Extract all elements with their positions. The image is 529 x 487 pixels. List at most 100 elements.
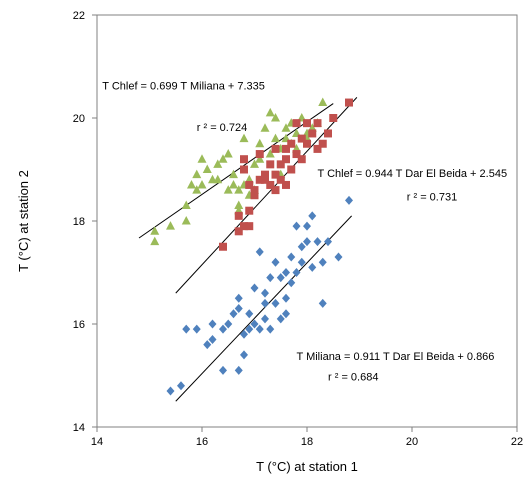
diamond-point (345, 195, 353, 205)
square-point (313, 144, 322, 153)
square-point (245, 180, 254, 189)
equation-annotation: T Chlef = 0.944 T Dar El Beida + 2.545 (318, 168, 508, 180)
square-point (240, 222, 248, 231)
x-axis-title: T (°C) at station 1 (256, 459, 358, 474)
diamond-point (297, 257, 306, 267)
y-tick-label: 14 (73, 422, 85, 434)
square-point (234, 227, 243, 236)
plot-area (96, 14, 518, 428)
square-point (287, 165, 296, 174)
x-tick-label: 22 (511, 436, 523, 448)
y-axis-title: T (°C) at station 2 (16, 170, 31, 272)
square-point (240, 165, 248, 174)
triangle-point (255, 138, 265, 148)
y-tick-label: 18 (73, 216, 85, 228)
triangle-point (234, 200, 244, 210)
diamond-point (266, 324, 275, 334)
diamond-point (234, 304, 243, 314)
triangle-point (166, 221, 175, 230)
equation-annotation: r ² = 0.724 (197, 122, 247, 134)
diamond-point (292, 268, 301, 277)
diamond-point (334, 252, 343, 262)
triangle-point (181, 200, 191, 210)
square-point (245, 222, 254, 231)
triangle-point (229, 169, 238, 179)
triangle-point (260, 123, 270, 132)
triangle-point (192, 169, 202, 179)
square-point (303, 139, 311, 148)
diamond-point (308, 262, 317, 272)
square-point (282, 155, 290, 164)
square-point (303, 119, 311, 128)
equation-annotation: T Miliana = 0.911 T Dar El Beida + 0.866 (297, 351, 495, 363)
square-point (345, 98, 353, 107)
y-tick-label: 20 (73, 113, 85, 125)
square-point (329, 114, 338, 122)
diamond-point (208, 319, 217, 329)
triangle-point (197, 179, 207, 189)
diamond-point (255, 324, 264, 334)
diamond-point (292, 221, 301, 231)
equation-annotation: r ² = 0.684 (328, 372, 378, 384)
square-point (245, 206, 254, 215)
triangle-point (250, 159, 259, 168)
square-point (297, 134, 306, 143)
diamond-point (240, 329, 248, 339)
triangle-point (181, 216, 191, 225)
triangle-point (218, 154, 228, 163)
x-tick-label: 14 (91, 436, 103, 448)
square-point (271, 170, 280, 179)
triangle-point (187, 179, 196, 189)
data-points (150, 97, 353, 396)
y-tick-label: 16 (73, 319, 85, 331)
square-point (282, 144, 290, 153)
square-point (250, 191, 259, 200)
square-point (240, 155, 248, 164)
diamond-point (261, 298, 269, 308)
diamond-point (297, 242, 306, 252)
diamond-point (166, 386, 175, 396)
triangle-point (213, 159, 223, 168)
square-point (261, 175, 269, 184)
diamond-point (318, 298, 327, 308)
square-point (292, 150, 301, 159)
square-point (276, 160, 285, 169)
triangle-point (192, 185, 202, 194)
square-point (313, 119, 322, 128)
diamond-point (182, 324, 191, 334)
diamond-point (203, 340, 212, 350)
diamond-point (234, 365, 243, 375)
square-point (308, 129, 317, 138)
diamond-point (324, 237, 332, 247)
triangle-point (223, 185, 233, 194)
diamond-point (276, 273, 285, 283)
diamond-point (282, 309, 290, 319)
x-tick-label: 18 (301, 436, 313, 448)
triangle-point (223, 149, 233, 158)
diamond-point (261, 314, 269, 324)
diamond-point (255, 247, 264, 257)
triangle-point (234, 185, 244, 194)
diamond-point (177, 381, 185, 391)
diamond-point (219, 365, 227, 375)
triangle-point (150, 236, 160, 246)
diamond-point (303, 237, 311, 247)
square-point (266, 160, 275, 169)
square-point (255, 150, 264, 159)
diamond-point (240, 350, 248, 360)
triangle-point (255, 154, 265, 163)
triangle-point (281, 123, 291, 132)
diamond-point (229, 309, 238, 319)
diamond-point (208, 334, 217, 344)
square-point (219, 242, 227, 251)
trendline (175, 215, 352, 402)
triangle-point (213, 174, 223, 184)
diamond-point (282, 293, 290, 303)
triangle-point (271, 133, 280, 143)
diamond-point (318, 257, 327, 267)
square-point (297, 155, 306, 164)
plot-frame (96, 14, 518, 428)
square-point (292, 119, 301, 128)
triangle-point (265, 107, 275, 117)
